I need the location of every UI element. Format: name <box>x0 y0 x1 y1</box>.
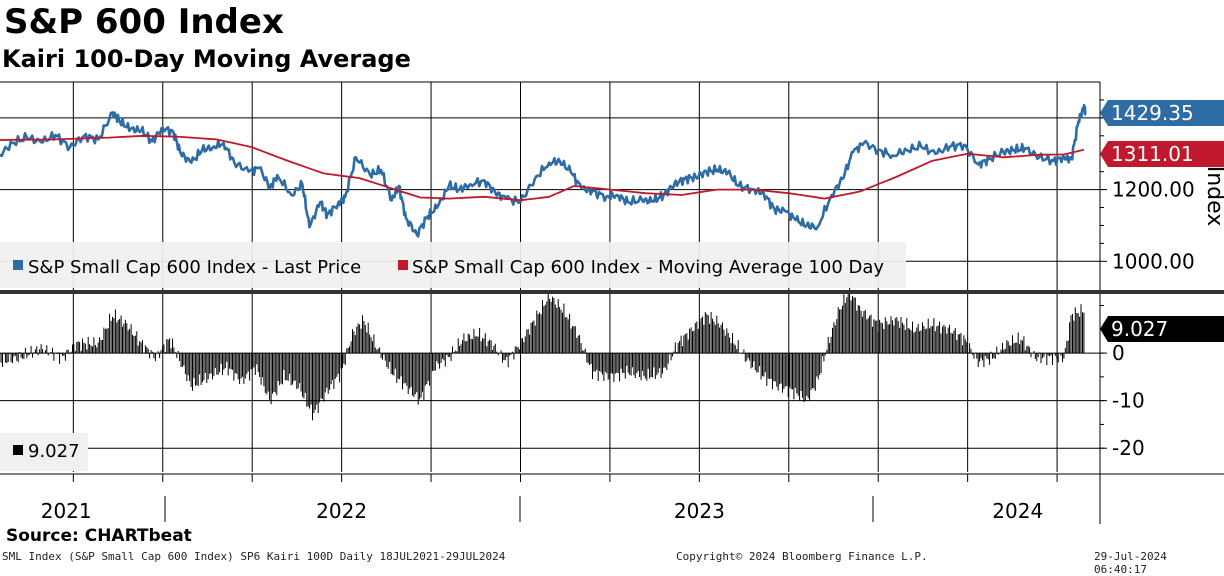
panel-divider <box>0 290 1224 294</box>
copyright: Copyright© 2024 Bloomberg Finance L.P. <box>676 550 928 563</box>
ma-last-value-tag: 1311.01 <box>1100 141 1224 167</box>
ma-line <box>0 134 1085 202</box>
upper-plot <box>0 103 1087 238</box>
legend-swatch-osc <box>13 445 23 455</box>
ytick-label-upper: 1200.00 <box>1112 178 1195 202</box>
ma-last-value: 1311.01 <box>1111 142 1194 166</box>
legend-label-osc: 9.027 <box>28 441 80 462</box>
legend-swatch-ma <box>398 260 408 270</box>
chart-subtitle: Kairi 100-Day Moving Average <box>2 45 411 73</box>
ytick-label-lower: 0 <box>1112 341 1125 365</box>
price-last-value-tag: 1429.35 <box>1100 100 1224 126</box>
y-axis-title: Index <box>1202 166 1224 227</box>
ytick-label-lower: -10 <box>1112 389 1145 413</box>
lower-plot <box>0 284 1085 421</box>
legend-box <box>0 242 906 288</box>
plot-frame <box>0 81 1224 524</box>
ytick-label-upper: 1000.00 <box>1112 249 1195 273</box>
timestamp: 29-Jul-2024 06:40:17 <box>1094 550 1167 576</box>
price-line <box>0 103 1087 238</box>
legend-swatch-price <box>13 260 23 270</box>
legend-label-price: S&P Small Cap 600 Index - Last Price <box>28 257 361 278</box>
osc-last-value: 9.027 <box>1111 317 1168 341</box>
year-label: 2022 <box>316 499 367 523</box>
price-last-value: 1429.35 <box>1111 101 1194 125</box>
ytick-label-lower: -20 <box>1112 436 1145 460</box>
x-axis: 2021 2022 2023 2024 <box>41 474 1058 523</box>
year-label: 2021 <box>41 499 92 523</box>
osc-last-value-tag: 9.027 <box>1100 316 1224 342</box>
legend-label-ma: S&P Small Cap 600 Index - Moving Average… <box>412 257 884 278</box>
year-label: 2023 <box>674 499 725 523</box>
y-axis-lower: 0 -10 -20 <box>1100 305 1145 460</box>
year-label: 2024 <box>992 499 1043 523</box>
chart-title: S&P 600 Index <box>4 2 284 42</box>
chart-description: SML Index (S&P Small Cap 600 Index) SP6 … <box>2 550 506 563</box>
source-label: Source: CHARTbeat <box>6 526 192 546</box>
